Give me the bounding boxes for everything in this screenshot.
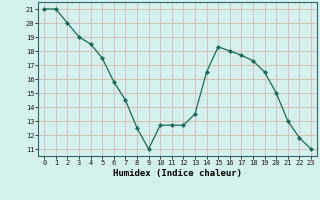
X-axis label: Humidex (Indice chaleur): Humidex (Indice chaleur) — [113, 169, 242, 178]
